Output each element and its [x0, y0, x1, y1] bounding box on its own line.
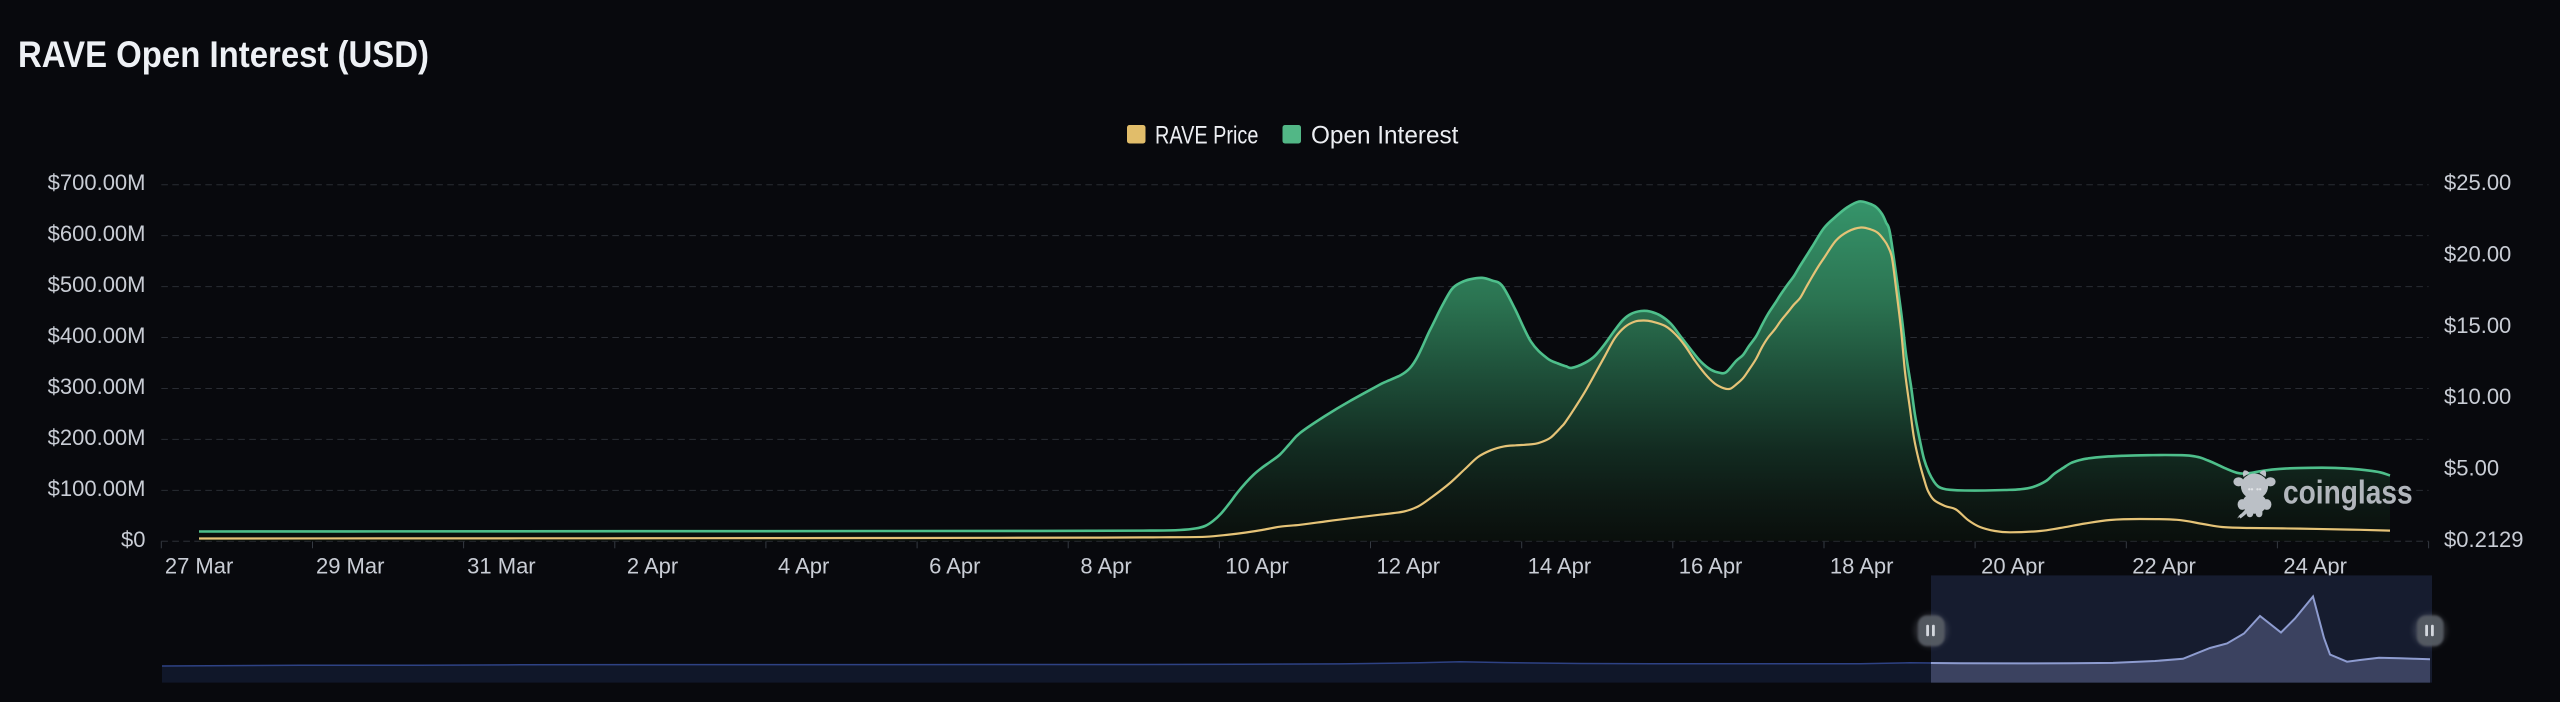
svg-text:RAVE Price: RAVE Price	[1155, 122, 1258, 150]
svg-text:29 Mar: 29 Mar	[316, 554, 384, 579]
svg-text:coinglass: coinglass	[2283, 474, 2413, 511]
svg-text:$400.00M: $400.00M	[48, 323, 146, 348]
svg-text:24 Apr: 24 Apr	[2283, 554, 2347, 579]
svg-text:$500.00M: $500.00M	[48, 272, 146, 297]
svg-text:27 Mar: 27 Mar	[165, 554, 233, 579]
svg-text:4 Apr: 4 Apr	[778, 554, 829, 579]
svg-text:31 Mar: 31 Mar	[467, 554, 535, 579]
svg-text:$5.00: $5.00	[2444, 456, 2499, 481]
svg-text:8 Apr: 8 Apr	[1080, 554, 1131, 579]
svg-text:16 Apr: 16 Apr	[1679, 554, 1743, 579]
svg-text:Open Interest: Open Interest	[1311, 122, 1458, 150]
svg-text:2 Apr: 2 Apr	[627, 554, 678, 579]
svg-text:18 Apr: 18 Apr	[1830, 554, 1894, 579]
svg-text:22 Apr: 22 Apr	[2132, 554, 2196, 579]
svg-text:$0.2129: $0.2129	[2444, 527, 2524, 552]
svg-text:10 Apr: 10 Apr	[1225, 554, 1289, 579]
svg-text:RAVE Open Interest (USD): RAVE Open Interest (USD)	[18, 34, 429, 75]
svg-text:$700.00M: $700.00M	[48, 170, 146, 195]
svg-text:$200.00M: $200.00M	[48, 425, 146, 450]
svg-text:$15.00: $15.00	[2444, 313, 2511, 338]
svg-text:14 Apr: 14 Apr	[1528, 554, 1592, 579]
svg-text:$0: $0	[121, 527, 145, 552]
svg-text:$600.00M: $600.00M	[48, 221, 146, 246]
svg-text:$100.00M: $100.00M	[48, 476, 146, 501]
svg-text:$20.00: $20.00	[2444, 242, 2511, 267]
svg-text:6 Apr: 6 Apr	[929, 554, 980, 579]
svg-text:$10.00: $10.00	[2444, 384, 2511, 409]
svg-text:$300.00M: $300.00M	[48, 374, 146, 399]
svg-text:20 Apr: 20 Apr	[1981, 554, 2045, 579]
svg-text:$25.00: $25.00	[2444, 170, 2511, 195]
svg-text:12 Apr: 12 Apr	[1376, 554, 1440, 579]
